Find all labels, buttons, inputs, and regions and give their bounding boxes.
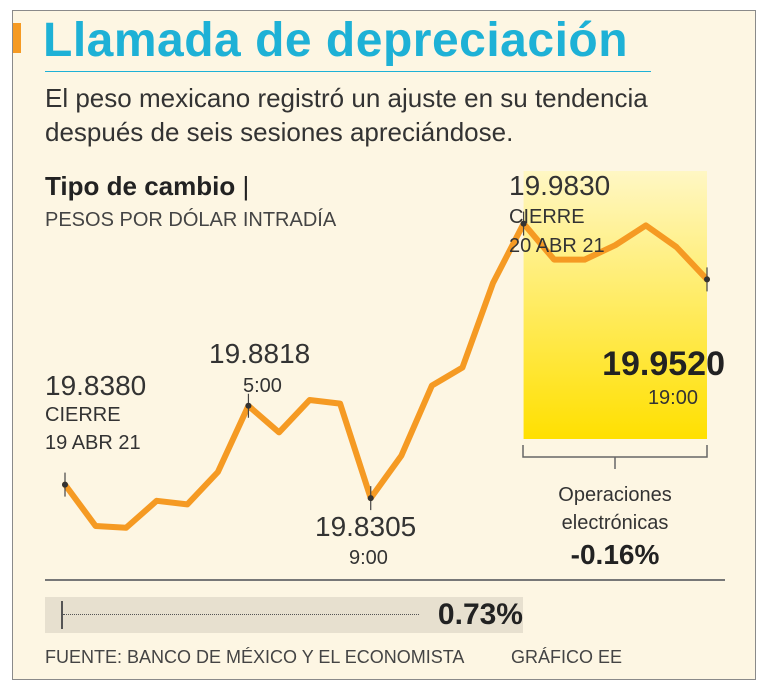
subtitle: El peso mexicano registró un ajuste en s… [45,83,648,147]
graphic-credit: GRÁFICO EE [511,647,623,667]
point-marker [62,481,68,488]
variation-tick [61,601,63,629]
ops-change-value: -0.16% [571,539,660,570]
close-value-label: 19.9830 [509,170,610,201]
divider [45,579,725,581]
chart-title-separator: | [242,171,250,201]
point-marker [520,220,527,227]
close-date-label: 20 ABR 21 [509,235,605,257]
source-note: FUENTE: BANCO DE MÉXICO Y EL ECONOMISTA [45,647,465,667]
low-time-label: 9:00 [349,547,388,569]
low-value-label: 19.8305 [315,511,416,542]
chart-title-bold: Tipo de cambio [45,171,236,201]
start-date-label: 19 ABR 21 [45,432,141,454]
close-label: CIERRE [509,206,585,228]
variation-bar: 0.73% [45,597,523,633]
variation-dotted-line [63,614,419,615]
title-underline [45,71,651,72]
ops-label-line1: Operaciones [558,484,671,506]
chart-title: Tipo de cambio | [45,171,249,202]
last-value-label: 19.9520 [602,345,725,383]
ops-bracket [522,445,708,458]
start-close-label: CIERRE [45,404,121,426]
point-marker [367,495,374,502]
line-chart: 19.8380 CIERRE 19 ABR 21 19.8818 5:00 19… [45,170,725,570]
start-value-label: 19.8380 [45,370,146,401]
point-marker [704,276,710,283]
title-accent-bar [13,23,21,53]
page-title: Llamada de depreciación [43,14,629,67]
series-line [62,220,710,531]
chart-unit: PESOS POR DÓLAR INTRADÍA [45,209,337,231]
variation-value: 0.73% [437,598,523,631]
point-marker [245,402,252,409]
peak-time-label: 5:00 [243,375,282,397]
peak-value-label: 19.8818 [209,338,310,369]
ops-label-line2: electrónicas [562,512,669,534]
highlight-area [523,171,707,439]
last-time-label: 19:00 [648,387,698,409]
infographic-card: Llamada de depreciación El peso mexicano… [12,10,756,680]
point-markers [62,211,710,511]
